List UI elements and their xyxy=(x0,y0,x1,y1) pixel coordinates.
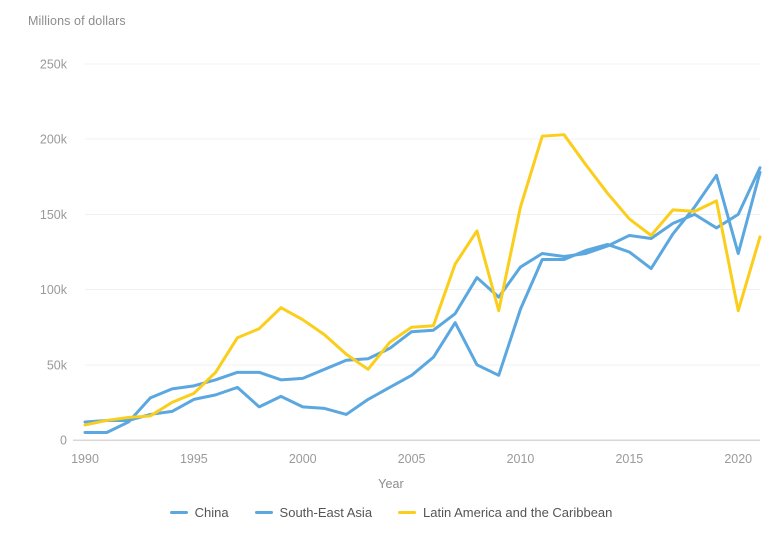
legend-item-2[interactable]: Latin America and the Caribbean xyxy=(398,505,612,520)
y-tick-label: 0 xyxy=(60,434,67,448)
x-tick-label: 2020 xyxy=(724,452,752,466)
x-tick-label: 2005 xyxy=(398,452,426,466)
legend-swatch-icon xyxy=(254,511,273,514)
legend-swatch-icon xyxy=(169,511,188,514)
x-tick-label: 2010 xyxy=(507,452,535,466)
x-axis-ticks: 1990 1995 2000 2005 2010 2015 2020 xyxy=(71,452,752,466)
gridlines xyxy=(85,63,760,366)
series-line-1 xyxy=(83,170,762,424)
y-tick-label: 150k xyxy=(40,208,68,222)
y-tick-label: 50k xyxy=(47,358,68,372)
series-line-0 xyxy=(83,166,762,434)
legend-item-0[interactable]: China xyxy=(169,505,229,520)
y-tick-label: 250k xyxy=(40,58,68,72)
x-tick-label: 2015 xyxy=(615,452,643,466)
legend-label: Latin America and the Caribbean xyxy=(423,505,613,520)
legend-item-1[interactable]: South-East Asia xyxy=(254,505,373,520)
chart-legend: China South-East Asia Latin America and th… xyxy=(0,505,782,520)
x-tick-label: 1995 xyxy=(180,452,208,466)
x-tick-label: 1990 xyxy=(71,452,99,466)
data-series xyxy=(83,133,762,434)
x-axis-title: Year xyxy=(378,477,404,491)
legend-label: South-East Asia xyxy=(279,505,373,520)
legend-swatch-icon xyxy=(398,511,417,514)
y-tick-label: 200k xyxy=(40,133,68,147)
series-line-2 xyxy=(83,133,762,427)
y-axis-ticks: 0 50k 100k 150k 200k 250k xyxy=(40,58,68,448)
y-tick-label: 100k xyxy=(40,283,68,297)
y-axis-title: Millions of dollars xyxy=(28,14,126,28)
x-tick-label: 2000 xyxy=(289,452,317,466)
legend-label: China xyxy=(194,505,229,520)
